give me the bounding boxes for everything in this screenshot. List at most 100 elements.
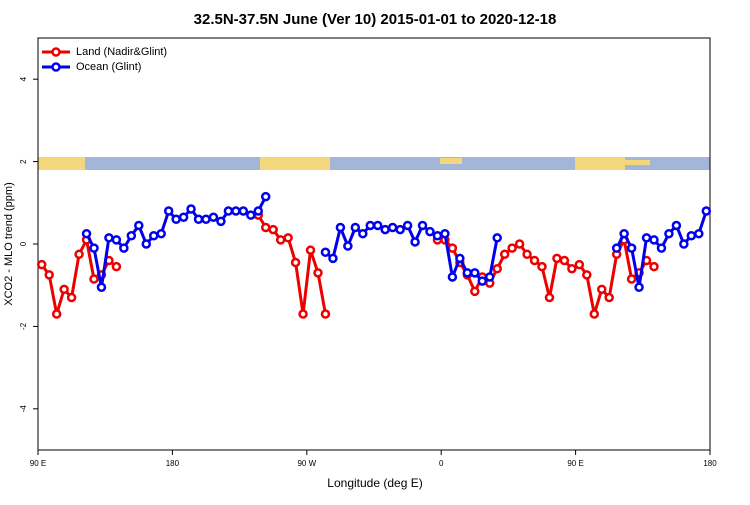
data-point	[193, 214, 204, 225]
data-point	[499, 249, 510, 260]
data-point	[611, 243, 622, 253]
y-tick-label: 2	[19, 159, 28, 164]
x-tick-label: 90 W	[297, 459, 316, 468]
data-point	[104, 233, 114, 243]
data-point	[619, 228, 629, 239]
data-point	[365, 220, 376, 231]
y-tick-label: 0	[19, 241, 28, 246]
y-tick-label: 4	[19, 76, 28, 81]
data-point	[335, 222, 346, 233]
data-point	[395, 224, 405, 235]
data-point	[163, 206, 174, 216]
data-point	[671, 220, 682, 231]
data-point	[634, 282, 644, 293]
legend-marker	[51, 62, 61, 72]
x-tick-label: 180	[166, 459, 180, 468]
y-axis-title: XCO2 - MLO trend (ppm)	[3, 182, 15, 305]
data-point	[514, 239, 525, 249]
x-tick-label: 90 E	[30, 459, 46, 468]
chart-title: 32.5N-37.5N June (Ver 10) 2015-01-01 to …	[194, 11, 557, 28]
data-point	[380, 224, 390, 235]
data-point	[298, 309, 308, 319]
data-point	[305, 245, 316, 255]
data-point	[111, 261, 122, 272]
data-point	[679, 239, 689, 249]
data-point	[604, 292, 614, 303]
data-point	[141, 239, 152, 249]
data-point	[253, 206, 264, 216]
data-point	[544, 292, 555, 303]
data-point	[559, 255, 570, 266]
data-point	[96, 282, 107, 293]
data-point	[186, 204, 196, 214]
x-axis-title: Longitude (deg E)	[327, 476, 422, 490]
data-point	[313, 268, 323, 278]
data-point	[626, 274, 637, 284]
data-point	[148, 231, 159, 241]
data-point	[507, 243, 517, 253]
data-point	[567, 263, 577, 274]
data-point	[649, 261, 659, 272]
data-point	[320, 247, 331, 257]
legend-label: Ocean (Glint)	[76, 61, 141, 73]
y-tick-label: -4	[19, 405, 28, 413]
data-point	[290, 257, 301, 268]
data-point	[171, 214, 181, 225]
data-point	[552, 253, 562, 264]
data-point	[462, 268, 473, 278]
data-point	[156, 228, 166, 239]
data-point	[447, 243, 458, 253]
data-point	[417, 220, 428, 231]
data-point	[283, 233, 293, 243]
data-point	[694, 228, 704, 239]
x-tick-label: 0	[439, 459, 444, 468]
data-point	[589, 309, 600, 319]
data-point	[238, 206, 249, 216]
data-point	[641, 233, 652, 243]
data-point	[425, 226, 435, 237]
data-point	[320, 309, 331, 319]
data-point	[275, 235, 286, 245]
data-point	[440, 228, 450, 239]
data-point	[582, 270, 592, 280]
data-point	[664, 228, 674, 239]
data-point	[260, 222, 271, 233]
data-point	[402, 220, 413, 231]
data-point	[178, 212, 189, 222]
data-point	[574, 259, 585, 270]
data-point	[596, 284, 607, 295]
data-point	[126, 231, 137, 241]
data-point	[260, 191, 271, 202]
data-point	[51, 309, 62, 319]
data-point	[410, 237, 420, 247]
data-point	[223, 206, 234, 216]
data-point	[358, 228, 368, 239]
data-point	[74, 249, 84, 260]
data-point	[343, 241, 353, 251]
data-point	[134, 220, 144, 231]
data-point	[89, 274, 99, 284]
data-point	[484, 272, 495, 282]
data-point	[470, 268, 480, 278]
data-point	[470, 286, 480, 297]
y-tick-label: -2	[19, 322, 28, 330]
data-point	[656, 243, 667, 253]
data-point	[477, 276, 488, 286]
map-strip	[38, 157, 710, 170]
legend-label: Land (Nadir&Glint)	[76, 46, 167, 58]
data-point	[81, 228, 92, 239]
data-point	[686, 231, 697, 241]
data-point	[455, 253, 465, 264]
data-point	[268, 224, 278, 235]
data-point	[36, 259, 47, 270]
data-point	[447, 272, 458, 282]
data-point	[372, 220, 383, 231]
data-point	[626, 243, 637, 253]
x-tick-label: 180	[703, 459, 717, 468]
data-point	[201, 214, 211, 225]
data-point	[231, 206, 241, 216]
data-point	[111, 235, 122, 245]
data-point	[89, 243, 99, 253]
data-point	[387, 222, 398, 233]
data-point	[492, 233, 502, 243]
